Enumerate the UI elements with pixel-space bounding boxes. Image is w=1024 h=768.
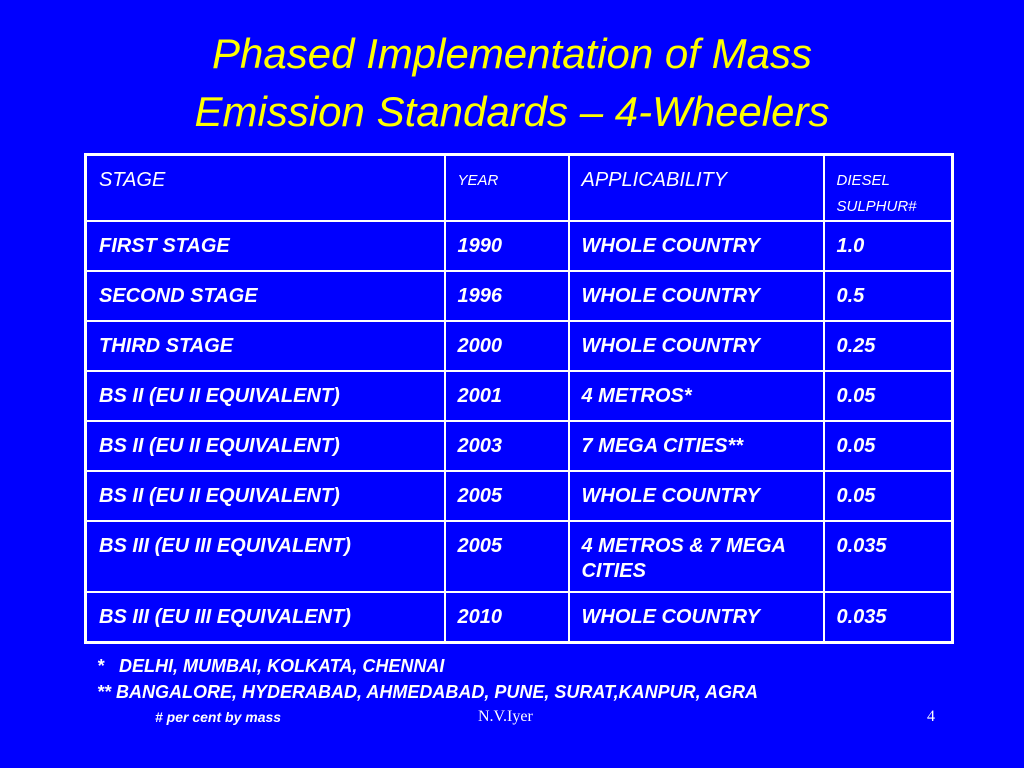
footnote: * DELHI, MUMBAI, KOLKATA, CHENNAI: [97, 656, 445, 676]
column-header: APPLICABILITY: [567, 153, 825, 222]
table-cell: 4 METROS & 7 MEGA CITIES: [567, 520, 825, 593]
table-cell: 2003: [443, 420, 570, 472]
table-cell: WHOLE COUNTRY: [567, 470, 825, 522]
column-header: YEAR: [443, 153, 570, 222]
table-row: SECOND STAGE 1996 WHOLE COUNTRY 0.5: [84, 270, 954, 322]
title-line: Emission Standards – 4-Wheelers: [194, 88, 830, 135]
table-row: BS II (EU II EQUIVALENT) 2005 WHOLE COUNTR…: [84, 470, 954, 522]
table-cell: 2000: [443, 320, 570, 372]
table-cell: WHOLE COUNTRY: [567, 220, 825, 272]
column-header: DIESEL SULPHUR#: [822, 153, 954, 222]
table-cell: SECOND STAGE: [84, 270, 446, 322]
table-row: THIRD STAGE 2000 WHOLE COUNTRY 0.25: [84, 320, 954, 372]
table-cell: FIRST STAGE: [84, 220, 446, 272]
table-cell: 7 MEGA CITIES**: [567, 420, 825, 472]
table-cell: 0.05: [822, 420, 954, 472]
table-row: FIRST STAGE 1990 WHOLE COUNTRY 1.0: [84, 220, 954, 272]
table-cell: 0.05: [822, 370, 954, 422]
table-cell: 1996: [443, 270, 570, 322]
table-cell: 2005: [443, 470, 570, 522]
header-text: APPLICABILITY: [581, 169, 728, 191]
table-cell: 4 METROS*: [567, 370, 825, 422]
table-cell: BS II (EU II EQUIVALENT): [84, 470, 446, 522]
table-cell: 0.035: [822, 591, 954, 643]
table-cell: 2001: [443, 370, 570, 422]
table-cell: 0.05: [822, 470, 954, 522]
footer-note: # per cent by mass: [155, 709, 282, 725]
table-row: BS III (EU III EQUIVALENT) 2010 WHOLE COUN…: [84, 591, 954, 643]
table-cell: BS II (EU II EQUIVALENT): [84, 420, 446, 472]
table-row: BS III (EU III EQUIVALENT) 2005 4 METROS &…: [84, 520, 954, 593]
table-cell: WHOLE COUNTRY: [567, 270, 825, 322]
table-cell: 2010: [443, 591, 570, 643]
table-cell: BS III (EU III EQUIVALENT): [84, 520, 446, 593]
header-text: STAGE: [99, 169, 166, 191]
table-cell: BS II (EU II EQUIVALENT): [84, 370, 446, 422]
table-row: BS II (EU II EQUIVALENT) 2003 7 MEGA CITIE…: [84, 420, 954, 472]
table-cell: 1990: [443, 220, 570, 272]
column-header: STAGE: [84, 153, 446, 222]
table-cell: WHOLE COUNTRY: [567, 320, 825, 372]
header-text: DIESEL SULPHUR#: [836, 172, 917, 215]
table-cell: 0.5: [822, 270, 954, 322]
table-cell: THIRD STAGE: [84, 320, 446, 372]
standards-table: STAGE YEAR APPLICABILITY DIESEL SULPHUR# FIR…: [84, 153, 954, 644]
table-cell: 2005: [443, 520, 570, 593]
table-cell: 1.0: [822, 220, 954, 272]
page-number: 4: [927, 708, 935, 725]
table-cell: WHOLE COUNTRY: [567, 591, 825, 643]
table-row: BS II (EU II EQUIVALENT) 2001 4 METROS* 0.0…: [84, 370, 954, 422]
footer-author: N.V.Iyer: [478, 708, 533, 725]
header-text: YEAR: [457, 172, 499, 189]
footnote: ** BANGALORE, HYDERABAD, AHMEDABAD, PUNE…: [97, 682, 759, 702]
title-line: Phased Implementation of Mass: [212, 30, 812, 77]
table-cell: 0.035: [822, 520, 954, 593]
table-cell: BS III (EU III EQUIVALENT): [84, 591, 446, 643]
table-cell: 0.25: [822, 320, 954, 372]
header-row: STAGE YEAR APPLICABILITY DIESEL SULPHUR#: [84, 153, 954, 222]
